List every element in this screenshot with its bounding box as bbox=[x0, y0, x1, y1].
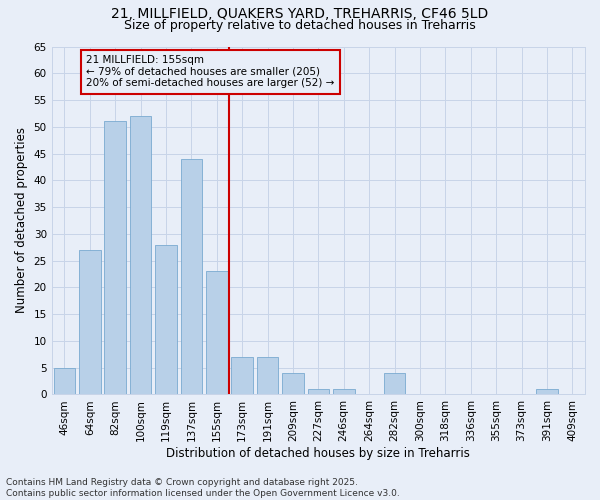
Bar bbox=[53, 368, 75, 394]
Bar bbox=[232, 357, 253, 395]
Text: 21, MILLFIELD, QUAKERS YARD, TREHARRIS, CF46 5LD: 21, MILLFIELD, QUAKERS YARD, TREHARRIS, … bbox=[112, 8, 488, 22]
Bar bbox=[155, 244, 177, 394]
Text: 21 MILLFIELD: 155sqm
← 79% of detached houses are smaller (205)
20% of semi-deta: 21 MILLFIELD: 155sqm ← 79% of detached h… bbox=[86, 55, 335, 88]
Bar bbox=[206, 272, 227, 394]
Y-axis label: Number of detached properties: Number of detached properties bbox=[15, 128, 28, 314]
Bar bbox=[181, 159, 202, 394]
Bar bbox=[130, 116, 151, 394]
Bar bbox=[333, 389, 355, 394]
X-axis label: Distribution of detached houses by size in Treharris: Distribution of detached houses by size … bbox=[166, 447, 470, 460]
Text: Contains HM Land Registry data © Crown copyright and database right 2025.
Contai: Contains HM Land Registry data © Crown c… bbox=[6, 478, 400, 498]
Bar bbox=[79, 250, 101, 394]
Bar bbox=[536, 389, 557, 394]
Bar bbox=[282, 373, 304, 394]
Bar bbox=[384, 373, 406, 394]
Bar bbox=[257, 357, 278, 395]
Bar bbox=[104, 122, 126, 394]
Text: Size of property relative to detached houses in Treharris: Size of property relative to detached ho… bbox=[124, 18, 476, 32]
Bar bbox=[308, 389, 329, 394]
